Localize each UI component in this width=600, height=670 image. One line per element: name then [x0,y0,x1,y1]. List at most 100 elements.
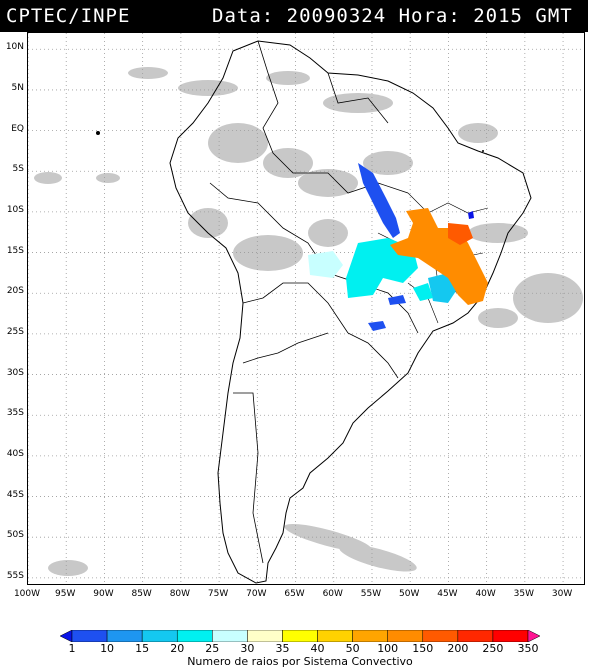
colorbar-segment [247,630,283,642]
lon-tick-label: 55W [360,589,382,599]
lat-tick-label: 40S [6,448,24,459]
border-line [242,332,329,364]
lat-tick-label: 5N [11,82,24,93]
lightning-cell [413,283,433,301]
lon-tick-label: 80W [169,589,191,599]
colorbar-arrow-right [527,630,540,642]
lon-tick-label: 45W [437,589,458,599]
colorbar-tick-label: 15 [135,642,150,655]
cloud-patch [266,71,310,85]
colorbar-segment [492,630,529,642]
colorbar-segment [387,630,424,642]
cloud-cover [34,67,583,576]
lat-tick-label: 55S [6,570,24,581]
island [482,150,484,152]
colorbar-segment [317,630,353,642]
lightning-cell [390,208,488,305]
cloud-patch [478,308,518,328]
lon-tick-label: 95W [55,589,76,599]
lat-tick-label: 50S [6,530,24,541]
colorbar-tick-label: 50 [345,642,360,655]
colorbar-tick-label: 35 [275,642,290,655]
colorbar-tick-label: 40 [310,642,325,655]
border-line [407,192,489,214]
colorbar-tick-label: 100 [377,642,399,655]
border-line [257,40,409,194]
cloud-patch [48,560,88,576]
colorbar-tick-label: 20 [170,642,185,655]
lat-tick-label: 30S [6,367,24,378]
lat-tick-label: 10S [6,204,24,215]
lightning-cells-light [308,251,343,278]
cloud-patch [458,123,498,143]
graticule [28,33,584,584]
lon-tick-label: 75W [207,589,229,599]
colorbar-tick-label: 250 [482,642,504,655]
lon-tick-label: 50W [399,589,420,599]
colorbar-segment [141,630,178,642]
lon-tick-label: 60W [322,589,343,599]
lightning-cell [468,211,474,219]
cloud-patch [363,151,413,175]
cloud-patch [513,273,583,323]
cloud-patch [263,148,313,178]
datetime-label: Data: 20090324 Hora: 2015 GMT [212,5,573,27]
lat-tick-label: 45S [6,489,24,500]
cloud-patch [128,67,168,79]
map-frame [27,32,585,585]
south-america-coastline [169,40,532,584]
colorbar-segment [422,630,459,642]
island [96,131,100,135]
colorbar-segment [457,630,494,642]
colorbar-segment [106,630,143,642]
colorbar [60,630,540,642]
lon-tick-label: 65W [284,589,305,599]
lat-tick-label: 35S [6,408,24,419]
lon-tick-label: 30W [551,589,573,599]
border-line [233,392,264,564]
cloud-patch [34,172,62,184]
cloud-patch [208,123,268,163]
colorbar-tick-label: 350 [517,642,539,655]
lon-tick-label: 35W [513,589,535,599]
lon-tick-label: 90W [93,589,114,599]
lat-tick-label: 5S [12,164,24,175]
lat-tick-label: 25S [6,326,24,337]
lightning-cell [358,163,400,238]
islands [96,131,484,152]
lon-tick-label: 70W [246,589,267,599]
lightning-cell [308,251,343,278]
lat-tick-label: 10N [5,42,24,53]
cloud-patch [339,544,417,572]
colorbar-segment [352,630,388,642]
colorbar-tick-label: 30 [240,642,255,655]
lightning-cell [388,295,406,305]
cloud-patch [298,169,358,197]
source-label: CPTEC/INPE [6,5,131,27]
map-canvas [28,33,584,584]
colorbar-segment [71,630,108,642]
colorbar-tick-label: 150 [412,642,434,655]
lat-tick-label: 20S [6,286,24,297]
lightning-cell [448,223,473,245]
border-line [242,282,349,334]
colorbar-tick-label: 200 [447,642,469,655]
colorbar-tick-label: 10 [100,642,115,655]
colorbar-segment [176,630,213,642]
cloud-patch [178,80,238,96]
colorbar-segment [212,630,248,642]
lightning-cells-orange [390,208,488,305]
cloud-patch [188,208,228,238]
lightning-cells-blue [358,163,474,331]
lon-tick-label: 85W [131,589,152,599]
lon-tick-label: 100W [13,589,41,599]
colorbar-caption: Numero de raios por Sistema Convectivo [187,655,413,668]
lat-tick-label: EQ [11,123,24,134]
border-line [327,72,389,124]
cloud-patch [308,219,348,247]
lightning-cell [368,321,386,331]
colorbar-segment [282,630,318,642]
colorbar-tick-label: 1 [68,642,76,655]
lon-tick-label: 40W [475,589,496,599]
title-bar: CPTEC/INPE Data: 20090324 Hora: 2015 GMT [0,0,588,32]
